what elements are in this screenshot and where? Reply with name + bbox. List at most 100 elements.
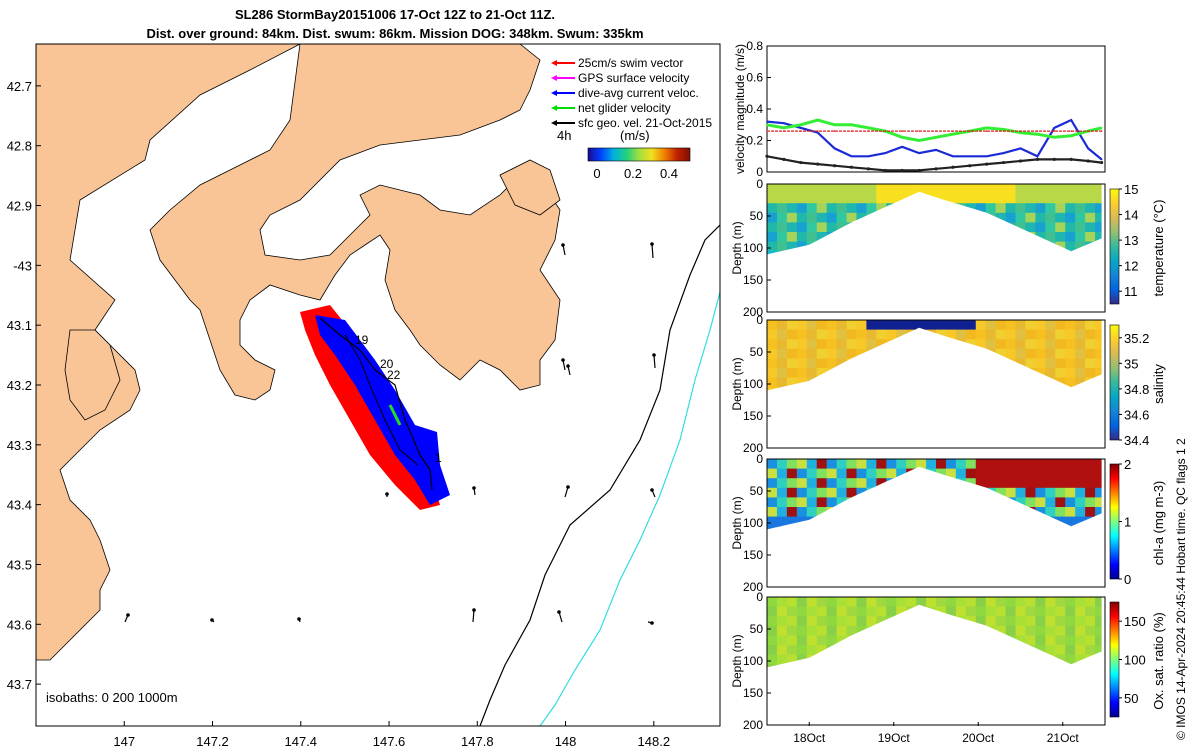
profile-cell [776,654,788,665]
profile-cell [876,320,887,331]
profile-cell [806,625,818,636]
profile-cell [786,459,798,470]
velocity-point [1036,130,1039,132]
profile-cell [985,468,997,479]
profile-cell [836,339,848,350]
sfc-arrow-4 [653,354,656,369]
profile-cell [796,606,808,617]
profile-cell [1035,606,1046,617]
speed-colorbar-tick: 0.4 [660,166,678,181]
profile-cbar-label: temperature (°C) [1151,200,1166,297]
velocity-point [1070,134,1072,137]
profile-cell [866,468,877,479]
profile-cell [1035,358,1046,369]
velocity-point [816,130,819,132]
velocity-point [1053,130,1056,132]
profile-cell [1045,212,1056,223]
profile-cell [1075,193,1086,204]
profile-cell [886,597,897,608]
profile-ytick-label: 50 [750,209,764,223]
profile-cell [1095,348,1102,359]
profile-cell [975,606,987,617]
profile-cell [836,597,848,608]
profile-cell [806,222,818,233]
profile-cell [1005,606,1017,617]
profile-cell [955,459,967,470]
velocity-point [901,146,903,148]
velocity-point [783,130,785,132]
profile-cell [866,339,877,350]
colorbar-tick-label: 1 [1124,515,1131,530]
profile-cell [945,459,957,470]
profile-cell [975,339,987,350]
profile-cell [816,232,828,243]
profile-cell [965,459,977,470]
profile-ytick-label: 100 [743,516,763,530]
profile-cell [896,468,907,479]
profile-cell [1055,222,1066,233]
profile-ytick-label: 150 [743,409,763,423]
profile-cell [767,606,778,617]
profile-cell [866,193,877,204]
map-land-group [36,44,720,726]
velocity-point [917,168,921,173]
profile-cell [1075,606,1086,617]
profile-cell [767,368,778,379]
profile-cell [816,459,828,470]
profile-cell [826,478,838,489]
profile-cell [806,468,818,479]
profile-cell [1025,358,1036,369]
profile-cell [866,478,877,489]
map-lat-tick-label: 43.4 [7,498,32,513]
profile-cell [786,645,798,656]
glider-track [319,317,433,491]
profile-cell [866,203,877,214]
profile-cell [1085,368,1096,379]
profile-cell [1015,329,1026,340]
profile-cell [806,635,818,646]
profile-cell [806,507,818,518]
profile-cell [786,348,798,359]
profile-cell [866,184,877,195]
profile-cell [776,184,788,195]
profile-cell [826,339,838,350]
velocity-point [935,149,937,151]
profile-cell [767,348,778,359]
profile-cell [876,329,887,340]
velocity-point [918,130,920,132]
profile-colorbar [1109,188,1120,305]
profile-cell [796,459,808,470]
profile-cell [906,459,917,470]
profile-cell [836,468,848,479]
profile-cell [1065,329,1076,340]
profile-cell [796,597,808,608]
profile-cell [796,203,808,214]
profile-cell [936,193,947,204]
profile-cell [1035,329,1046,340]
velocity-point [1053,136,1056,139]
profile-cell [1095,487,1102,498]
profile-cell [816,193,828,204]
map-lat-tick-label: 42.8 [7,139,32,154]
profile-cell [1065,320,1076,331]
profile-cell [945,193,957,204]
profile-cell [856,459,867,470]
colorbar-tick-label: 34.4 [1124,433,1149,448]
profile-cell [1065,597,1076,608]
profile-cell [826,616,838,627]
profile-cell [1095,329,1102,340]
profile-cell [896,606,907,617]
figure-title-line2: Dist. over ground: 84km. Dist. swum: 86k… [146,26,644,41]
profile-cell [1085,329,1096,340]
profile-cell [1005,625,1017,636]
profile-cell [776,635,788,646]
profile-cell [786,212,798,223]
profile-cell [995,459,1007,470]
profile-cell [1065,348,1076,359]
profile-cell [1015,222,1026,233]
map-lat-tick-label: 43.5 [7,557,32,572]
profile-cell [1045,597,1056,608]
profile-cell [1065,468,1076,479]
profile-cell [1005,339,1017,350]
